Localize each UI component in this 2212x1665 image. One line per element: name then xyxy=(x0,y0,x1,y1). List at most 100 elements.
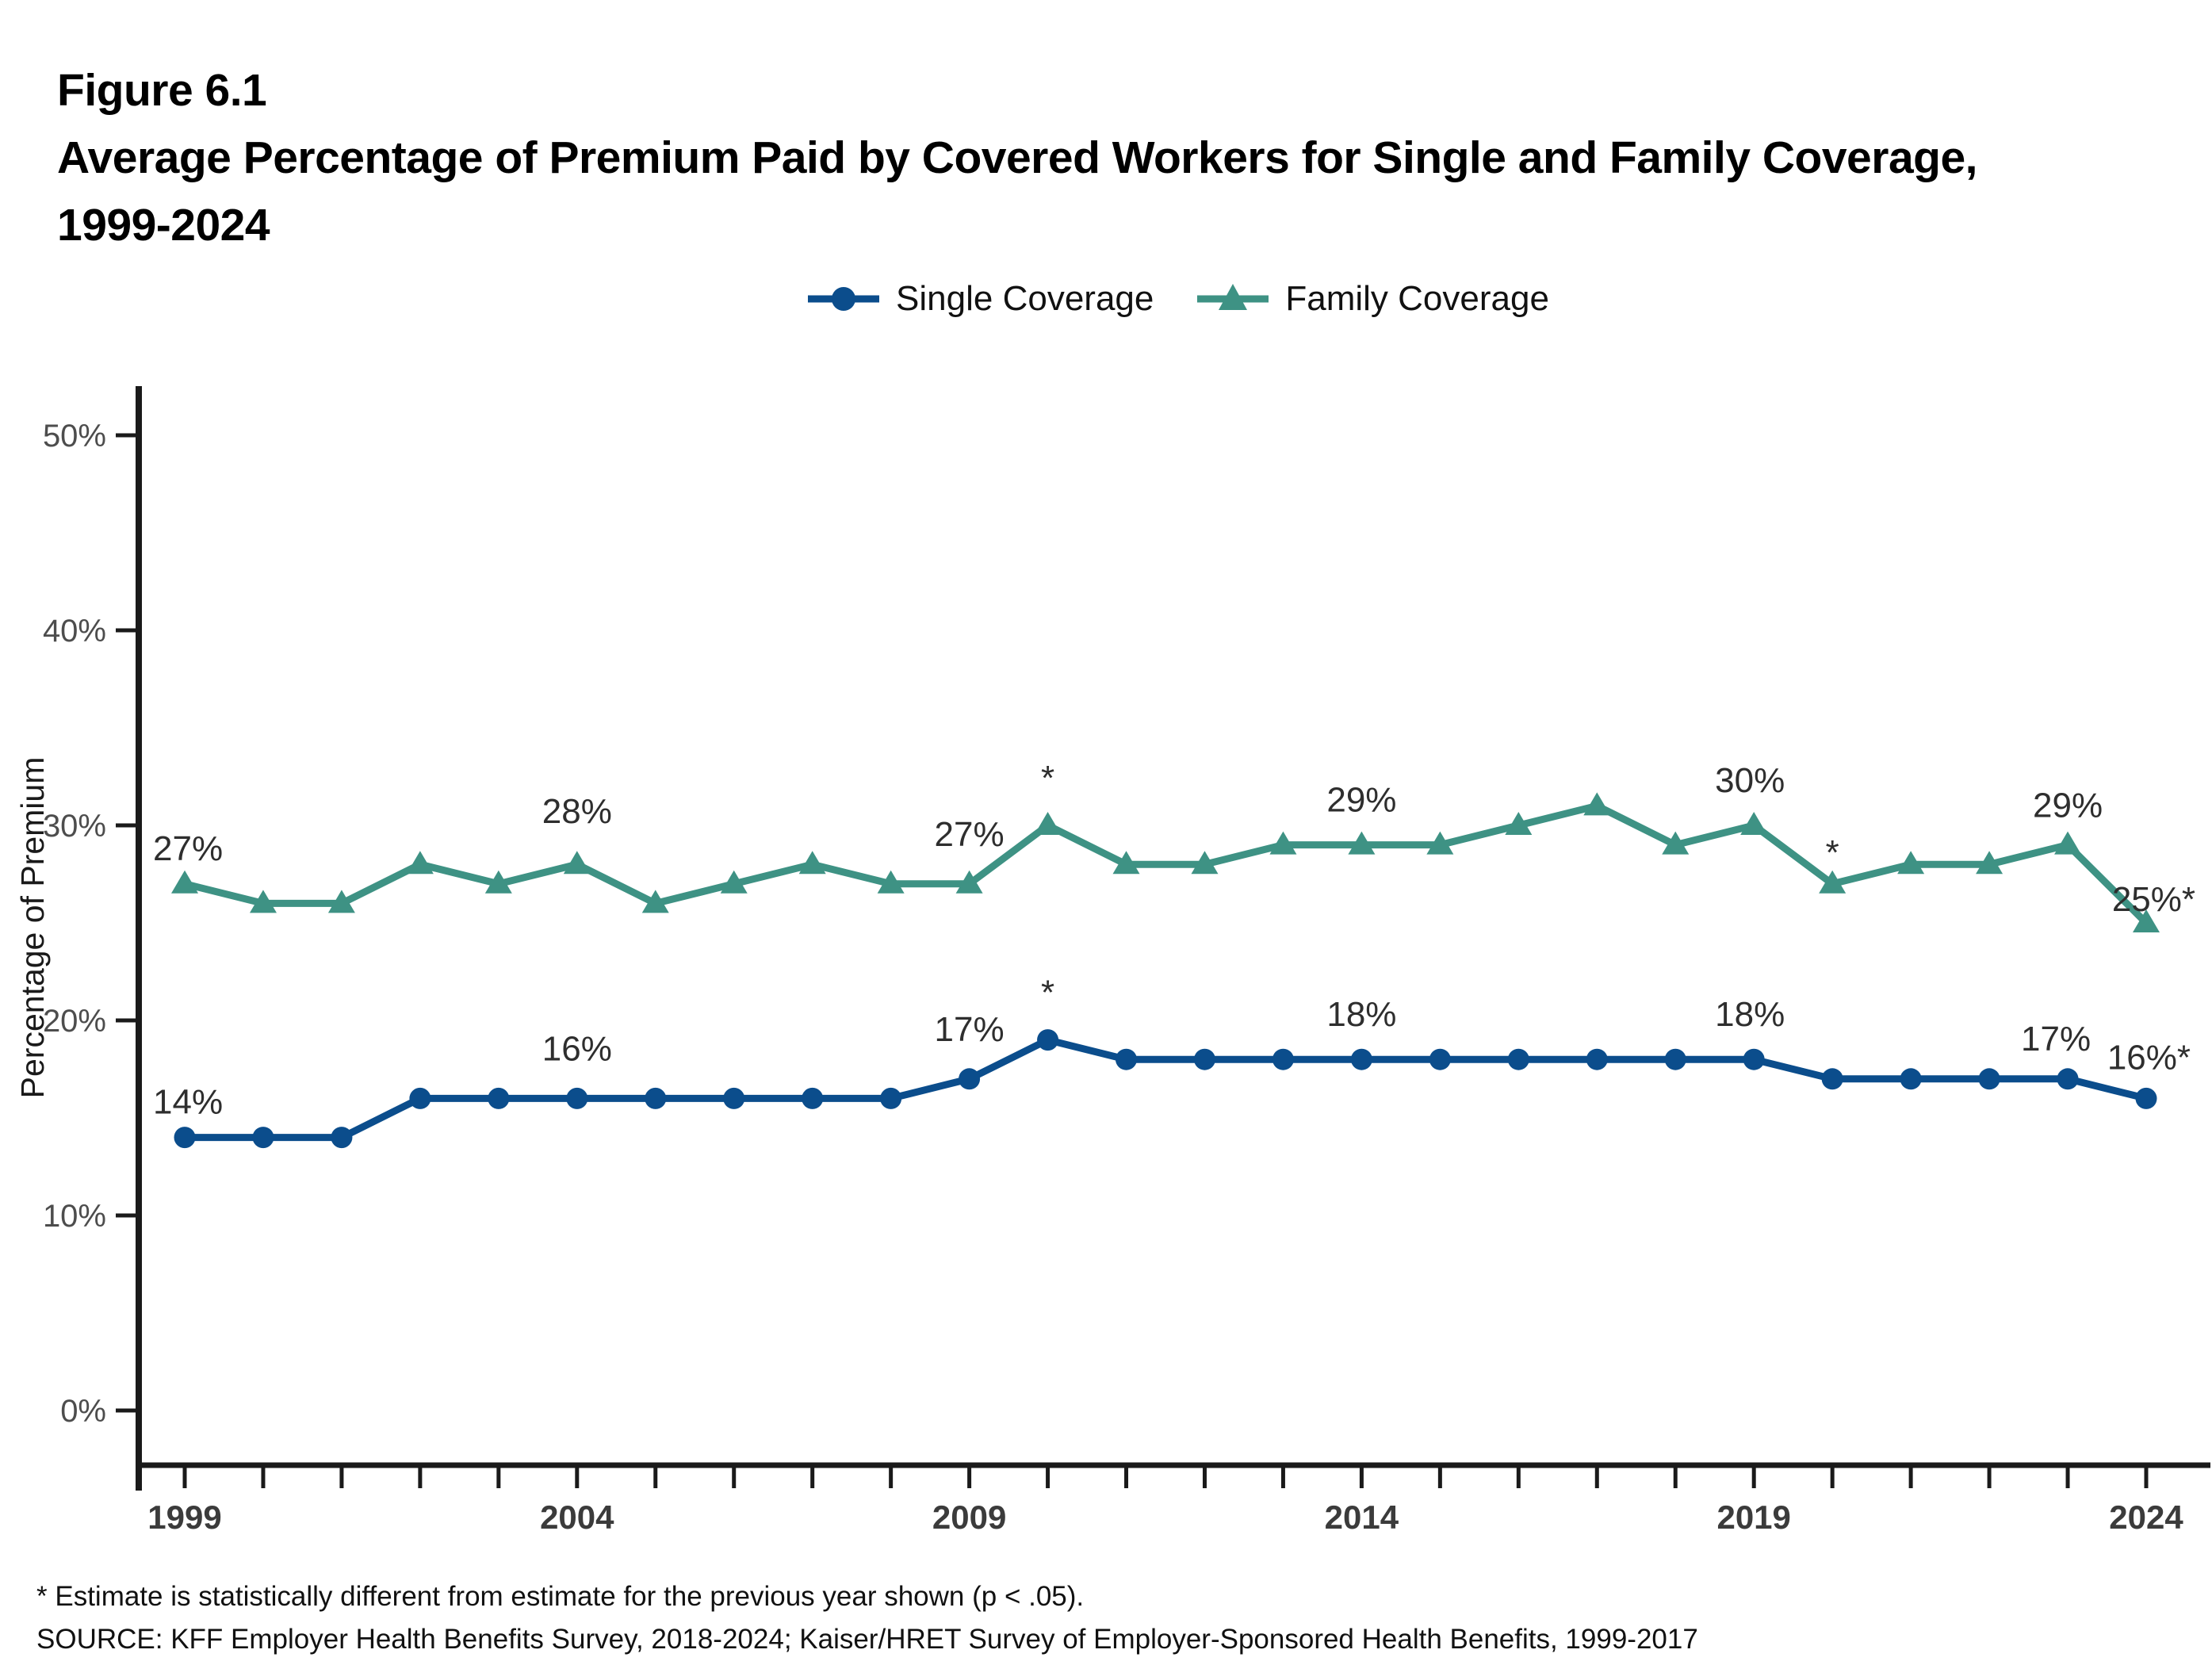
data-point-circle xyxy=(1037,1029,1059,1051)
y-tick-label: 10% xyxy=(43,1199,106,1234)
title-block: Figure 6.1 Average Percentage of Premium… xyxy=(57,57,1978,259)
data-point-circle xyxy=(1193,1048,1215,1070)
data-label: 16% xyxy=(542,1029,612,1068)
data-point-circle xyxy=(1978,1068,2000,1090)
data-point-circle xyxy=(331,1127,353,1149)
y-tick-label: 50% xyxy=(43,419,106,454)
data-point-circle xyxy=(174,1127,196,1149)
single-coverage-line xyxy=(185,1035,2148,1142)
data-point-triangle xyxy=(955,870,983,894)
data-point-triangle xyxy=(720,870,748,894)
data-point-triangle xyxy=(641,890,669,913)
x-tick-label: 2019 xyxy=(1716,1498,1790,1536)
data-label: * xyxy=(1041,974,1054,1012)
family-coverage-line-triangle-icon xyxy=(1197,284,1269,310)
data-point-circle xyxy=(2057,1068,2079,1090)
data-label: 18% xyxy=(1326,995,1396,1034)
data-label: 28% xyxy=(542,792,612,831)
x-tick-label: 2014 xyxy=(1325,1498,1399,1536)
figure-title-line2: 1999-2024 xyxy=(57,200,270,251)
x-tick-label: 2004 xyxy=(540,1498,614,1536)
figure-title-line1: Average Percentage of Premium Paid by Co… xyxy=(57,132,1978,183)
data-point-circle xyxy=(409,1087,431,1109)
y-tick-label: 30% xyxy=(43,809,106,844)
single-coverage-line-circle-icon xyxy=(808,287,880,311)
data-point-circle xyxy=(252,1127,274,1149)
data-point-triangle xyxy=(1976,851,2003,875)
data-point-triangle xyxy=(798,851,826,875)
data-label: 17% xyxy=(935,1010,1005,1049)
y-tick-label: 40% xyxy=(43,614,106,649)
data-point-circle xyxy=(2135,1087,2157,1109)
legend-label-family: Family Coverage xyxy=(1285,279,1549,318)
data-point-triangle xyxy=(1819,870,1847,894)
data-point-circle xyxy=(1507,1048,1529,1070)
data-point-circle xyxy=(488,1087,510,1109)
data-point-circle xyxy=(959,1068,981,1090)
data-point-triangle xyxy=(563,851,591,875)
y-axis-title: Percentage of Premium xyxy=(14,757,51,1099)
data-label: 30% xyxy=(1715,761,1785,800)
footnote-significance: * Estimate is statistically different fr… xyxy=(36,1581,1085,1612)
data-point-circle xyxy=(1586,1048,1608,1070)
legend-triangle-marker xyxy=(1219,284,1248,310)
data-point-circle xyxy=(1429,1048,1451,1070)
data-point-triangle xyxy=(1662,831,1690,855)
data-point-triangle xyxy=(2133,909,2160,932)
data-point-circle xyxy=(880,1087,902,1109)
legend-circle-marker xyxy=(832,287,856,311)
data-point-circle xyxy=(645,1087,667,1109)
data-point-circle xyxy=(1821,1068,1843,1090)
x-tick-label: 2024 xyxy=(2109,1498,2183,1536)
data-point-circle xyxy=(802,1087,824,1109)
data-point-circle xyxy=(566,1087,588,1109)
data-point-triangle xyxy=(1034,812,1062,835)
data-point-circle xyxy=(1272,1048,1294,1070)
data-point-triangle xyxy=(406,851,434,875)
data-label: 29% xyxy=(1326,781,1396,820)
data-label: 18% xyxy=(1715,995,1785,1034)
chart-legend: Single Coverage Family Coverage xyxy=(0,279,2212,319)
data-label: 17% xyxy=(2021,1020,2091,1058)
data-label: * xyxy=(1826,833,1839,872)
data-point-triangle xyxy=(1112,851,1140,875)
data-label: 25%* xyxy=(2112,880,2195,919)
data-point-triangle xyxy=(2054,831,2082,855)
data-point-triangle xyxy=(1191,851,1219,875)
data-point-triangle xyxy=(171,870,198,894)
data-point-circle xyxy=(723,1087,745,1109)
data-point-triangle xyxy=(1348,831,1376,855)
data-label: * xyxy=(1041,759,1054,798)
data-point-triangle xyxy=(484,870,512,894)
data-point-triangle xyxy=(1505,812,1533,835)
data-point-triangle xyxy=(1269,831,1297,855)
data-point-circle xyxy=(1116,1048,1138,1070)
data-point-circle xyxy=(1664,1048,1686,1070)
data-label: 27% xyxy=(935,815,1005,854)
family-coverage-line xyxy=(183,802,2149,926)
data-point-triangle xyxy=(1583,792,1611,816)
legend-item-single-coverage: Single Coverage xyxy=(806,279,1154,319)
data-point-circle xyxy=(1743,1048,1765,1070)
data-label: 16%* xyxy=(2107,1038,2191,1077)
data-point-triangle xyxy=(1740,812,1768,835)
data-point-triangle xyxy=(1897,851,1925,875)
x-tick-label: 1999 xyxy=(147,1498,221,1536)
data-point-triangle xyxy=(877,870,905,894)
legend-item-family-coverage: Family Coverage xyxy=(1195,279,1549,319)
figure-label: Figure 6.1 xyxy=(57,65,267,116)
data-label: 29% xyxy=(2033,787,2103,825)
y-tick-label: 0% xyxy=(60,1394,106,1429)
data-label: 27% xyxy=(153,829,223,868)
legend-label-single: Single Coverage xyxy=(896,279,1154,318)
data-point-circle xyxy=(1900,1068,1922,1090)
data-label: 14% xyxy=(153,1083,223,1122)
footnote-source: SOURCE: KFF Employer Health Benefits Sur… xyxy=(36,1624,1698,1655)
data-point-triangle xyxy=(249,890,277,913)
data-point-triangle xyxy=(327,890,355,913)
x-tick-label: 2009 xyxy=(932,1498,1006,1536)
data-point-circle xyxy=(1350,1048,1372,1070)
data-point-triangle xyxy=(1426,831,1454,855)
